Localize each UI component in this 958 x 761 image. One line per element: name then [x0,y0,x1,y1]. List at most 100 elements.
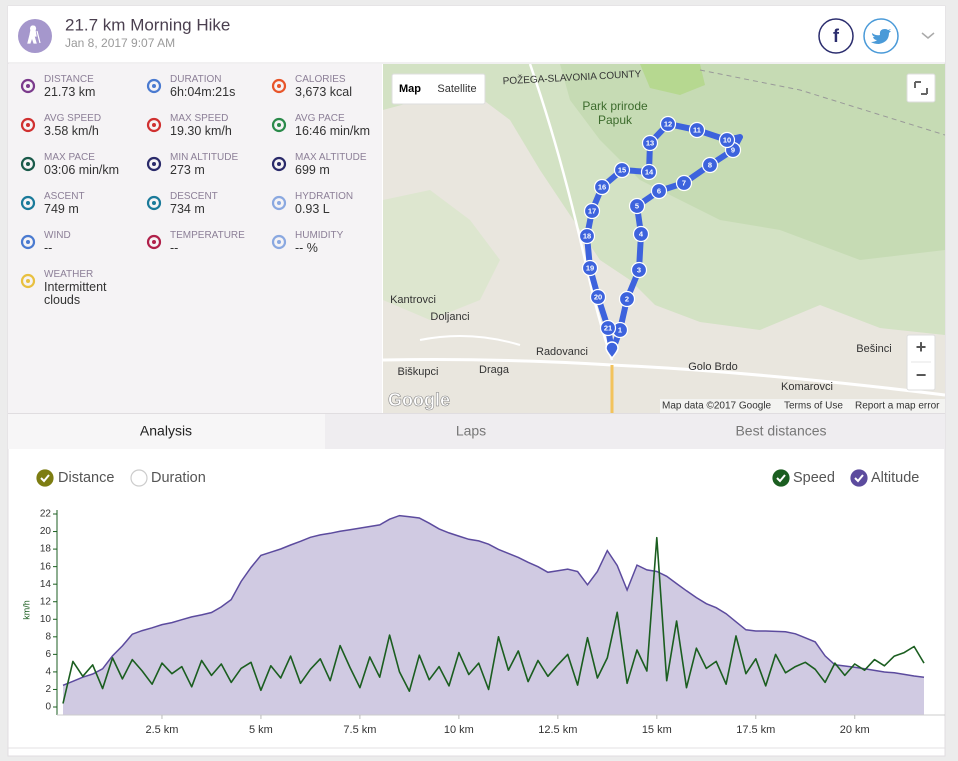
stat-value: 03:06 min/km [44,163,120,177]
route-marker-label: 8 [708,160,712,169]
stat-item: DESCENT 734 m [146,191,282,216]
altitude-area [63,515,924,715]
stat-value: 0.93 L [295,202,330,216]
route-marker-label: 10 [723,135,731,144]
altitude-line [62,514,925,686]
stat-label: ASCENT [44,191,85,202]
x-mode[interactable]: Distance [58,470,114,486]
legend-label[interactable]: Speed [793,470,835,486]
map-place: Papuk [598,113,633,127]
stat-label: MAX ALTITUDE [295,152,367,163]
stat-item: AVG PACE 16:46 min/km [271,113,407,138]
route-marker-label: 4 [639,229,644,238]
stat-icon [146,78,162,94]
stat-value: 749 m [44,202,79,216]
stat-label: CALORIES [295,74,346,85]
route-marker-label: 11 [693,125,701,134]
tab[interactable]: Laps [456,423,486,439]
stat-label: HUMIDITY [295,230,344,241]
stat-label: DESCENT [170,191,218,202]
route-marker [593,178,611,196]
route-marker-label: 1 [618,325,622,334]
stat-icon [20,117,36,133]
stat-label: WIND [44,230,71,241]
stat-icon [271,78,287,94]
stat-icon [146,234,162,250]
route-marker-label: 12 [664,119,672,128]
route-marker [675,174,693,192]
stat-item: WEATHER Intermittent clouds [20,269,156,307]
stat-item: DURATION 6h:04m:21s [146,74,282,99]
route-marker-label: 19 [586,263,594,272]
route-marker [650,182,668,200]
route-marker-label: 17 [588,206,596,215]
stat-item: WIND -- [20,230,156,255]
stat-label: TEMPERATURE [170,230,245,241]
route-marker-label: 16 [598,182,606,191]
route-marker [581,259,599,277]
stat-icon [20,273,36,289]
y-tick-label: 8 [45,631,51,642]
y-tick-label: 0 [45,702,51,713]
y-tick-label: 18 [40,544,52,555]
x-tick-label: 10 km [444,724,474,736]
x-tick-label: 12.5 km [538,724,577,736]
legend-toggle[interactable] [850,469,868,487]
stat-item: MAX SPEED 19.30 km/h [146,113,282,138]
stat-icon [146,195,162,211]
y-tick-label: 2 [45,684,51,695]
stat-label: MIN ALTITUDE [170,152,239,163]
route-marker [583,202,601,220]
stats-panel: DISTANCE 21.73 km DURATION 6h:04m:21s CALORI… [8,64,382,413]
route-marker-label: 21 [604,323,612,332]
x-tick-label: 17.5 km [736,724,775,736]
route-marker-label: 5 [635,201,639,210]
x-tick-label: 15 km [642,724,672,736]
stat-label: DURATION [170,74,222,85]
zoom-out[interactable]: − [916,365,927,385]
facebook-share[interactable] [818,18,854,54]
stat-value: 21.73 km [44,85,96,99]
stat-item: MAX PACE 03:06 min/km [20,152,156,177]
stat-icon [271,195,287,211]
stat-value: 3,673 kcal [295,85,352,99]
header [8,6,945,63]
map-place: Draga [479,364,510,376]
legend-label[interactable]: Altitude [871,470,919,486]
route-marker [641,134,659,152]
y-tick-label: 22 [40,509,52,520]
map-place: Bešinci [856,343,891,355]
collapse-chevron[interactable] [921,32,935,39]
route-marker-label: 6 [657,186,661,195]
route-marker [640,163,658,181]
legend-toggle[interactable] [130,469,148,487]
stat-label: WEATHER [44,269,94,280]
map-type-button[interactable]: Satellite [437,83,476,95]
stat-value: 699 m [295,163,330,177]
route-marker [628,197,646,215]
route-marker-label: 2 [625,294,629,303]
tab[interactable]: Best distances [735,423,826,439]
stat-value: 19.30 km/h [170,124,232,138]
speed-line [62,536,925,704]
map-footer[interactable]: Terms of Use [784,401,843,412]
legend-toggle[interactable] [36,469,54,487]
zoom-in[interactable]: + [916,337,927,357]
y-axis-label: km/h [21,600,31,620]
stat-value: 734 m [170,202,205,216]
route-marker-label: 13 [646,138,654,147]
map-footer[interactable]: Report a map error [855,401,940,412]
map-type-button[interactable]: Map [399,83,421,95]
tab[interactable]: Analysis [140,423,192,439]
legend-toggle[interactable] [772,469,790,487]
fullscreen-button[interactable] [906,73,936,103]
y-tick-label: 4 [45,667,51,678]
map-place: Biškupci [398,366,439,378]
route-marker-label: 20 [594,292,602,301]
route-marker [701,156,719,174]
stat-value: 16:46 min/km [295,124,371,138]
stat-icon [271,156,287,172]
x-mode[interactable]: Duration [151,470,206,486]
